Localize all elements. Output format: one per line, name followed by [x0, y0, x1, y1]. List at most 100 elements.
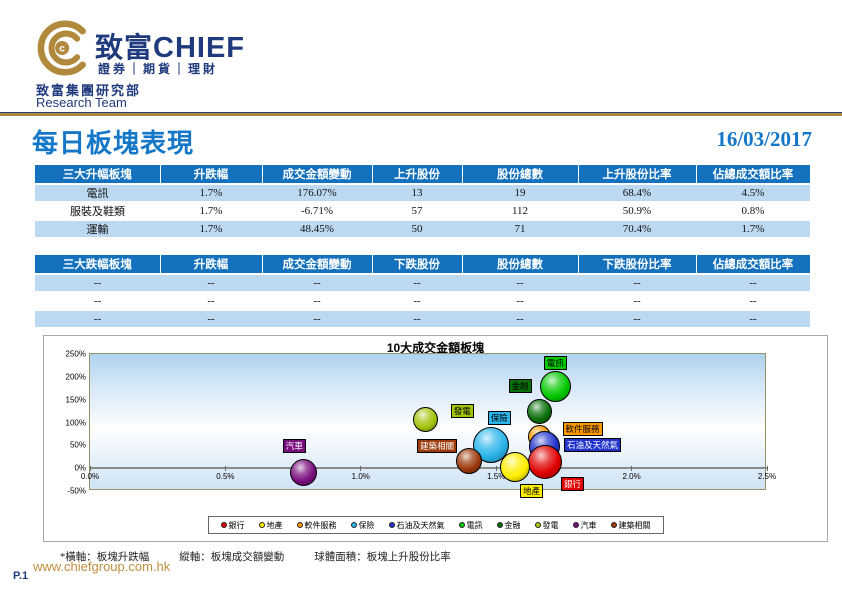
legend-item-電訊: 電訊	[458, 520, 483, 531]
legend-label: 電訊	[466, 520, 483, 530]
table-cell: --	[160, 310, 262, 329]
department-name-cn: 致富集團研究部	[36, 83, 142, 98]
table-cell: 112	[462, 202, 578, 221]
table-row: -- -- -- -- -- -- --	[35, 274, 810, 293]
x-tick-mark	[631, 466, 633, 472]
x-tick-label: 0.5%	[216, 472, 235, 482]
x-tick-mark	[224, 466, 226, 472]
brand-name-en: CHIEF	[153, 32, 246, 64]
footnote-y-axis: 縱軸：板塊成交額變動	[179, 552, 285, 563]
col-header: 三大升幅板塊	[35, 165, 161, 185]
bubble-保險	[472, 427, 509, 464]
table-row: -- -- -- -- -- -- --	[35, 292, 810, 311]
footnote-bubble-size: 球體面積：板塊上升股份比率	[314, 552, 451, 563]
table-cell: --	[696, 292, 810, 311]
table-row: -- -- -- -- -- -- --	[35, 310, 810, 329]
legend-label: 建築相關	[618, 520, 651, 530]
table-cell: --	[262, 292, 372, 311]
bubble-汽車	[290, 459, 318, 487]
col-header: 股份總數	[462, 255, 579, 275]
brand-name-cn: 致富	[95, 33, 154, 64]
page-title: 每日板塊表現	[32, 129, 195, 158]
table-cell: --	[578, 310, 696, 329]
table-cell: 4.5%	[696, 184, 810, 203]
table-cell: --	[372, 292, 462, 311]
legend-dot-icon	[496, 522, 503, 528]
table-row: 服裝及鞋類 1.7% -6.71% 57 112 50.9% 0.8%	[35, 202, 810, 221]
legend-dot-icon	[258, 522, 265, 528]
table-cell: 1.7%	[160, 202, 262, 221]
y-tick-label: 150%	[65, 395, 86, 405]
table-cell: 57	[372, 202, 462, 221]
report-date: 16/03/2017	[716, 127, 812, 151]
top-losers-table: 三大跌幅板塊 升跌幅 成交金額變動 下跌股份 股份總數 下跌股份比率 佔總成交額…	[35, 255, 811, 329]
table-cell: --	[696, 274, 810, 293]
x-tick-mark	[766, 466, 768, 472]
legend-dot-icon	[534, 522, 541, 528]
bubble-label-發電: 發電	[450, 404, 474, 419]
legend-item-銀行: 銀行	[220, 520, 245, 531]
website-link[interactable]: www.chiefgroup.com.hk	[33, 559, 171, 574]
bubble-label-建築相關: 建築相關	[417, 438, 458, 453]
x-tick-label: 2.5%	[757, 472, 777, 482]
table-cell: --	[372, 274, 462, 293]
table-cell: 68.4%	[578, 184, 696, 203]
header-divider	[0, 112, 842, 116]
chart-plot-area: 0.0% 0.5% 1.0% 1.5% 2.0% 2.5% 250% 200% 150% 100%…	[66, 350, 776, 499]
turnover-bubble-chart: 10大成交金額板塊 0.0% 0.5% 1.0% 1.5% 2.0% 2.5% 250% 20…	[43, 335, 828, 542]
table-cell: 50.9%	[578, 202, 696, 221]
table-cell: 1.7%	[160, 184, 262, 203]
table-row: 運輸 1.7% 48.45% 50 71 70.4% 1.7%	[35, 220, 810, 239]
legend-item-地產: 地產	[258, 520, 283, 531]
legend-label: 銀行	[228, 520, 245, 530]
y-tick-label: 200%	[65, 372, 86, 382]
legend-label: 汽車	[580, 520, 597, 530]
chart-legend: 銀行 地產 軟件服務 保險 石油及天然氣 電訊 金融 發電 汽車 建築相關	[207, 516, 664, 534]
bubble-建築相關	[456, 447, 483, 474]
col-header: 下跌股份	[372, 255, 463, 275]
legend-label: 發電	[542, 520, 559, 530]
table-header-row: 三大跌幅板塊 升跌幅 成交金額變動 下跌股份 股份總數 下跌股份比率 佔總成交額…	[35, 255, 811, 275]
legend-item-汽車: 汽車	[572, 520, 597, 531]
page-number: P.1	[13, 570, 29, 582]
brand-tagline: 證券｜期貨｜理財	[98, 62, 219, 76]
legend-item-保險: 保險	[350, 520, 375, 531]
y-tick-label: -50%	[67, 486, 86, 496]
bubble-電訊	[540, 371, 572, 403]
table-cell: 19	[462, 184, 578, 203]
table-cell: 1.7%	[696, 220, 810, 239]
svg-text:c: c	[59, 44, 65, 55]
zero-axis-line	[90, 467, 767, 470]
legend-dot-icon	[572, 522, 579, 528]
table-cell: --	[35, 274, 160, 293]
table-cell: 176.07%	[262, 184, 372, 203]
bubble-label-保險: 保險	[487, 411, 511, 426]
col-header: 上升股份	[372, 165, 463, 185]
table-cell: --	[696, 310, 810, 329]
table-cell: --	[262, 310, 372, 329]
table-cell: --	[578, 274, 696, 293]
col-header: 成交金額變動	[262, 255, 373, 275]
table-cell: --	[160, 274, 262, 293]
table-cell: 70.4%	[578, 220, 696, 239]
table-cell: 48.45%	[262, 220, 372, 239]
bubble-label-金融: 金融	[508, 378, 532, 393]
col-header: 升跌幅	[160, 165, 263, 185]
bubble-label-石油及天然氣: 石油及天然氣	[563, 437, 621, 452]
x-tick-label: 1.5%	[487, 472, 506, 482]
col-header: 成交金額變動	[262, 165, 373, 185]
table-cell: --	[35, 310, 160, 329]
bubble-label-銀行: 銀行	[560, 477, 584, 492]
legend-label: 軟件服務	[304, 520, 337, 530]
col-header: 下跌股份比率	[578, 255, 697, 275]
table-cell: --	[462, 292, 578, 311]
x-tick-mark	[495, 466, 497, 472]
col-header: 三大跌幅板塊	[35, 255, 161, 275]
footnote-x-axis: *橫軸：板塊升跌幅	[60, 552, 150, 563]
legend-label: 保險	[358, 520, 375, 530]
x-tick-label: 0.0%	[80, 472, 100, 482]
table-cell: 0.8%	[696, 202, 810, 221]
bubble-label-電訊: 電訊	[543, 355, 567, 370]
table-cell: 運輸	[35, 220, 160, 239]
table-cell: --	[160, 292, 262, 311]
